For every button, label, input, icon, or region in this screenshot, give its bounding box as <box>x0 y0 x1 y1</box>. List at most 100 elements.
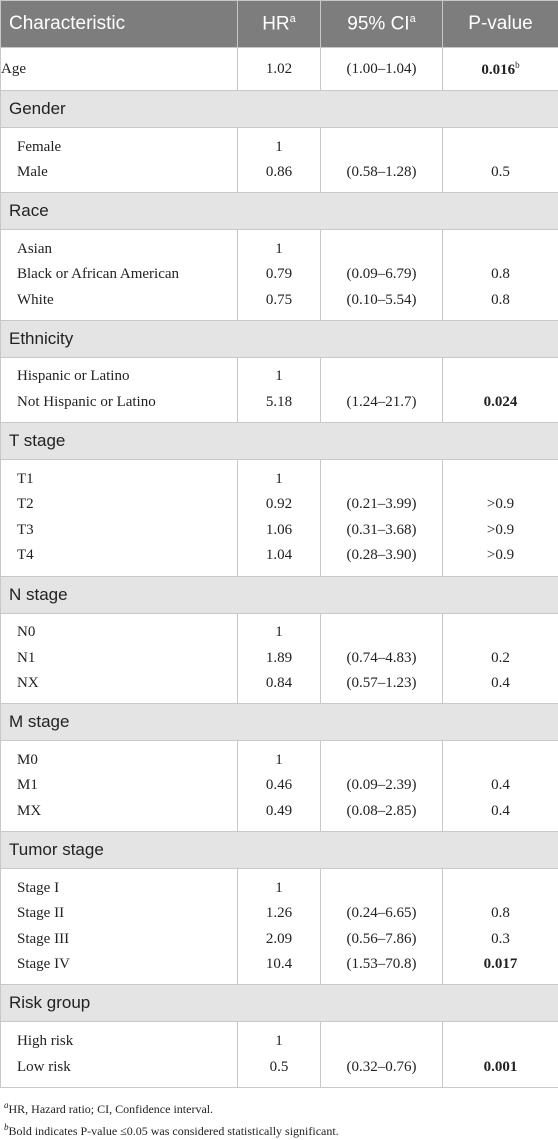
ci: (0.24–6.65) <box>347 905 417 921</box>
ci-line: (0.32–0.76) <box>321 1055 442 1081</box>
ci: (1.24–21.7) <box>347 394 417 410</box>
hr-line: 1 <box>238 237 320 263</box>
ci: (0.28–3.90) <box>347 547 417 563</box>
p-line: 0.8 <box>443 262 558 288</box>
ci-line: (1.24–21.7) <box>321 390 442 416</box>
row-label: Stage II <box>1 901 237 927</box>
header-text: Characteristic <box>9 13 125 34</box>
ci-line: (0.08–2.85) <box>321 799 442 825</box>
footnote-text: HR, Hazard ratio; CI, Confidence interva… <box>9 1102 214 1116</box>
ci: (1.53–70.8) <box>347 956 417 972</box>
ci-line: (0.09–2.39) <box>321 773 442 799</box>
ci: (0.74–4.83) <box>347 650 417 666</box>
footnote-text: Bold indicates P-value ≤0.05 was conside… <box>9 1124 339 1138</box>
section-title: M stage <box>1 704 558 741</box>
ci: (0.31–3.68) <box>347 522 417 538</box>
ci-line <box>321 237 442 263</box>
hr-line: 1.06 <box>238 518 320 544</box>
header-text: P-value <box>468 13 532 34</box>
p-line: 0.017 <box>443 952 558 978</box>
hr: 1 <box>275 241 283 257</box>
hr-line: 1 <box>238 876 320 902</box>
hr: 0.75 <box>266 292 292 308</box>
header-text: 95% CI <box>347 13 409 34</box>
ci-col: (0.74–4.83)(0.57–1.23) <box>321 613 443 704</box>
p-line: 0.2 <box>443 646 558 672</box>
footnote-marker: a <box>290 13 296 25</box>
hr: 0.79 <box>266 266 292 282</box>
hr-line: 2.09 <box>238 927 320 953</box>
p-line: 0.8 <box>443 288 558 314</box>
section-title: Gender <box>1 91 558 128</box>
row-label: High risk <box>1 1029 237 1055</box>
ci-line: (0.58–1.28) <box>321 160 442 186</box>
row-label: Asian <box>1 237 237 263</box>
p-value: 0.4 <box>491 803 510 819</box>
ci-cell: (1.00–1.04) <box>321 48 443 91</box>
p-value: 0.3 <box>491 931 510 947</box>
section-title: T stage <box>1 423 558 460</box>
p-line <box>443 620 558 646</box>
p-value: 0.4 <box>491 675 510 691</box>
ci-line: (0.21–3.99) <box>321 492 442 518</box>
hr-line: 0.46 <box>238 773 320 799</box>
row-label: White <box>1 288 237 314</box>
footnotes: aHR, Hazard ratio; CI, Confidence interv… <box>0 1088 558 1140</box>
ci-line: (0.56–7.86) <box>321 927 442 953</box>
section-row: Ethnicity <box>1 320 558 357</box>
row-label: Female <box>1 135 237 161</box>
hr-line: 1 <box>238 364 320 390</box>
row-label: T2 <box>1 492 237 518</box>
hr-line: 0.79 <box>238 262 320 288</box>
hr: 1 <box>275 368 283 384</box>
hr-line: 0.86 <box>238 160 320 186</box>
p-line: 0.001 <box>443 1055 558 1081</box>
p-line: >0.9 <box>443 518 558 544</box>
p-line: 0.8 <box>443 901 558 927</box>
hr-line: 0.84 <box>238 671 320 697</box>
ci-line: (0.74–4.83) <box>321 646 442 672</box>
ci-col: (0.58–1.28) <box>321 128 443 193</box>
p-value: 0.017 <box>484 956 518 972</box>
p-col: 0.8 0.3 0.017 <box>443 869 558 985</box>
ci-line <box>321 467 442 493</box>
section-title: N stage <box>1 576 558 613</box>
row-label: Not Hispanic or Latino <box>1 390 237 416</box>
ci-line <box>321 364 442 390</box>
hr: 0.49 <box>266 803 292 819</box>
header-cell: P-value <box>443 1 558 48</box>
hr: 10.4 <box>266 956 292 972</box>
hr-cell: 1.02 <box>238 48 321 91</box>
section-row: Tumor stage <box>1 832 558 869</box>
p-line: 0.4 <box>443 773 558 799</box>
ci-line <box>321 620 442 646</box>
ci-line: (0.31–3.68) <box>321 518 442 544</box>
ci-line <box>321 876 442 902</box>
header-cell: Characteristic <box>1 1 238 48</box>
ci-col: (0.32–0.76) <box>321 1022 443 1087</box>
hr-line: 10.4 <box>238 952 320 978</box>
footnote-marker: a <box>410 13 416 25</box>
p-line <box>443 364 558 390</box>
row-label: MX <box>1 799 237 825</box>
hr: 1 <box>275 624 283 640</box>
ci: (0.56–7.86) <box>347 931 417 947</box>
p-value: >0.9 <box>487 496 514 512</box>
hr: 0.84 <box>266 675 292 691</box>
